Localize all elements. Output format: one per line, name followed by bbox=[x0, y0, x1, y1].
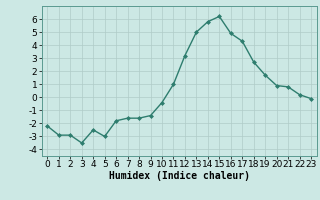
X-axis label: Humidex (Indice chaleur): Humidex (Indice chaleur) bbox=[109, 171, 250, 181]
